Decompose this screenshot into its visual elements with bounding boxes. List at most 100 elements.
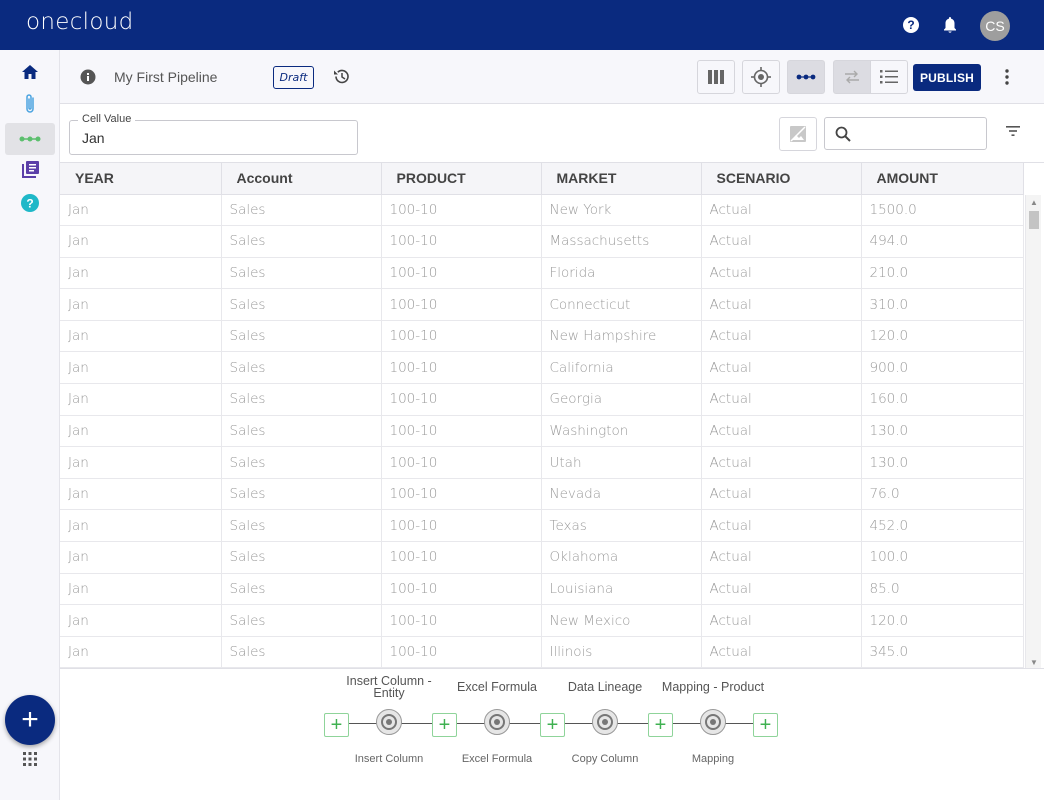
table-cell[interactable]: California: [541, 351, 702, 385]
table-cell[interactable]: 85.0: [861, 573, 1024, 606]
table-row[interactable]: Jan Sales 100-10 Illinois Actual 345.0: [60, 636, 1024, 668]
table-cell[interactable]: 130.0: [861, 446, 1024, 479]
table-cell[interactable]: Jan: [60, 194, 222, 227]
table-cell[interactable]: Jan: [60, 478, 222, 511]
table-cell[interactable]: Jan: [60, 604, 222, 637]
table-row[interactable]: Jan Sales 100-10 New Mexico Actual 120.0: [60, 604, 1024, 637]
table-cell[interactable]: Sales: [221, 288, 382, 321]
table-cell[interactable]: Actual: [701, 257, 862, 290]
table-cell[interactable]: Actual: [701, 351, 862, 385]
step-node-icon[interactable]: [592, 709, 618, 735]
table-cell[interactable]: Actual: [701, 225, 862, 258]
columns-view-button[interactable]: [697, 60, 735, 94]
table-cell[interactable]: 900.0: [861, 351, 1024, 385]
attachment-icon[interactable]: [5, 88, 55, 120]
table-cell[interactable]: Connecticut: [541, 288, 702, 321]
scroll-up-icon[interactable]: ▲: [1030, 198, 1038, 207]
table-cell[interactable]: 494.0: [861, 225, 1024, 258]
table-cell[interactable]: Sales: [221, 225, 382, 258]
table-cell[interactable]: Sales: [221, 541, 382, 574]
table-cell[interactable]: Sales: [221, 604, 382, 637]
image-button[interactable]: [779, 117, 817, 151]
table-cell[interactable]: 100-10: [381, 383, 542, 416]
scroll-down-icon[interactable]: ▼: [1030, 658, 1038, 667]
table-cell[interactable]: Sales: [221, 351, 382, 385]
table-cell[interactable]: Washington: [541, 415, 702, 448]
table-cell[interactable]: Sales: [221, 509, 382, 543]
list-view-button[interactable]: [870, 60, 908, 94]
help-circle-icon[interactable]: ?: [5, 187, 55, 219]
publish-button[interactable]: PUBLISH: [913, 64, 981, 91]
table-cell[interactable]: 100-10: [381, 604, 542, 637]
table-cell[interactable]: Sales: [221, 478, 382, 511]
table-cell[interactable]: Jan: [60, 257, 222, 290]
table-cell[interactable]: Jan: [60, 383, 222, 416]
table-cell[interactable]: Jan: [60, 225, 222, 258]
table-cell[interactable]: 310.0: [861, 288, 1024, 321]
table-cell[interactable]: Actual: [701, 446, 862, 479]
table-cell[interactable]: Utah: [541, 446, 702, 479]
table-cell[interactable]: Georgia: [541, 383, 702, 416]
table-cell[interactable]: 100-10: [381, 257, 542, 290]
avatar[interactable]: CS: [980, 11, 1010, 41]
table-row[interactable]: Jan Sales 100-10 Massachusetts Actual 494.0: [60, 225, 1024, 258]
filter-icon[interactable]: [1005, 124, 1021, 142]
table-cell[interactable]: 120.0: [861, 320, 1024, 353]
search-input[interactable]: [857, 124, 982, 144]
table-cell[interactable]: Sales: [221, 573, 382, 606]
table-cell[interactable]: Louisiana: [541, 573, 702, 606]
table-row[interactable]: Jan Sales 100-10 Texas Actual 452.0: [60, 509, 1024, 543]
table-row[interactable]: Jan Sales 100-10 Louisiana Actual 85.0: [60, 573, 1024, 606]
table-row[interactable]: Jan Sales 100-10 Georgia Actual 160.0: [60, 383, 1024, 416]
table-cell[interactable]: 100-10: [381, 446, 542, 479]
table-row[interactable]: Jan Sales 100-10 Florida Actual 210.0: [60, 257, 1024, 290]
help-icon[interactable]: ?: [900, 14, 922, 36]
table-cell[interactable]: New York: [541, 194, 702, 227]
table-cell[interactable]: Sales: [221, 446, 382, 479]
table-cell[interactable]: 100-10: [381, 288, 542, 321]
table-cell[interactable]: 1500.0: [861, 194, 1024, 227]
table-row[interactable]: Jan Sales 100-10 Oklahoma Actual 100.0: [60, 541, 1024, 574]
table-cell[interactable]: Jan: [60, 351, 222, 385]
table-cell[interactable]: 100-10: [381, 541, 542, 574]
scroll-thumb[interactable]: [1029, 211, 1039, 229]
table-cell[interactable]: 100-10: [381, 194, 542, 227]
column-header[interactable]: PRODUCT: [381, 163, 542, 195]
table-row[interactable]: Jan Sales 100-10 California Actual 900.0: [60, 351, 1024, 385]
table-cell[interactable]: 100-10: [381, 225, 542, 258]
add-button[interactable]: +: [5, 695, 55, 745]
table-cell[interactable]: Jan: [60, 509, 222, 543]
more-vert-icon[interactable]: [1005, 69, 1009, 90]
table-cell[interactable]: 100.0: [861, 541, 1024, 574]
search-field[interactable]: [824, 117, 987, 150]
swap-button[interactable]: [833, 60, 871, 94]
table-cell[interactable]: 100-10: [381, 478, 542, 511]
step-node-icon[interactable]: [700, 709, 726, 735]
home-icon[interactable]: [5, 56, 55, 88]
table-cell[interactable]: Actual: [701, 478, 862, 511]
bell-icon[interactable]: [939, 14, 961, 36]
table-cell[interactable]: Jan: [60, 636, 222, 668]
table-cell[interactable]: New Hampshire: [541, 320, 702, 353]
table-cell[interactable]: Sales: [221, 415, 382, 448]
pipeline-view-button[interactable]: [787, 60, 825, 94]
table-cell[interactable]: Actual: [701, 541, 862, 574]
table-cell[interactable]: 100-10: [381, 415, 542, 448]
table-cell[interactable]: 100-10: [381, 320, 542, 353]
step-node-icon[interactable]: [484, 709, 510, 735]
table-cell[interactable]: Sales: [221, 383, 382, 416]
app-logo[interactable]: onecloud: [26, 9, 134, 35]
table-cell[interactable]: 76.0: [861, 478, 1024, 511]
add-step-button[interactable]: +: [432, 713, 457, 737]
table-cell[interactable]: 160.0: [861, 383, 1024, 416]
table-cell[interactable]: 452.0: [861, 509, 1024, 543]
cell-value-field[interactable]: Cell Value Jan: [69, 113, 358, 155]
vertical-scrollbar[interactable]: ▲ ▼: [1025, 195, 1041, 668]
history-icon[interactable]: [333, 68, 350, 90]
table-cell[interactable]: Sales: [221, 636, 382, 668]
table-cell[interactable]: Actual: [701, 383, 862, 416]
table-cell[interactable]: Actual: [701, 288, 862, 321]
table-cell[interactable]: 345.0: [861, 636, 1024, 668]
column-header[interactable]: YEAR: [60, 163, 222, 195]
table-cell[interactable]: 120.0: [861, 604, 1024, 637]
